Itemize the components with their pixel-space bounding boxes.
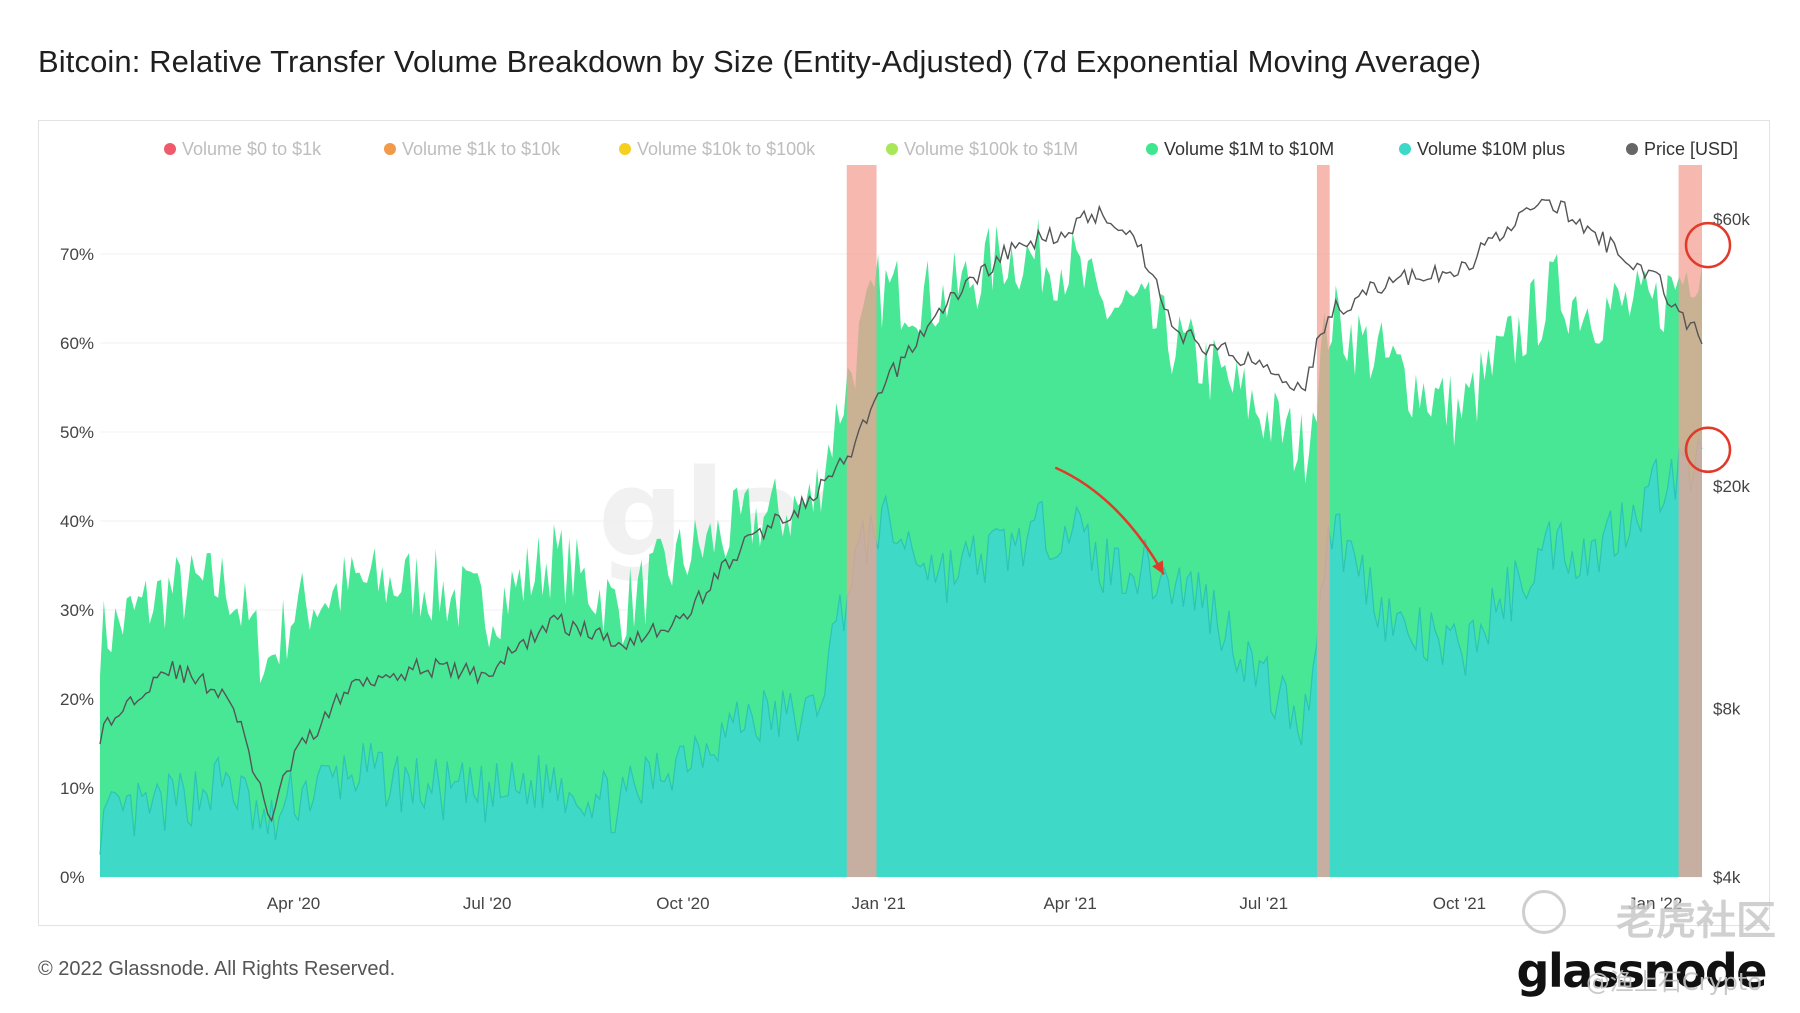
legend-item: Price [USD] xyxy=(1626,139,1738,159)
legend-swatch-icon xyxy=(1146,143,1158,155)
legend-label: Volume $1k to $10k xyxy=(402,139,561,159)
x-tick-label: Jan '21 xyxy=(852,894,906,913)
legend-swatch-icon xyxy=(619,143,631,155)
highlight-band xyxy=(1316,165,1330,877)
legend-label: Volume $0 to $1k xyxy=(182,139,322,159)
line-volume-10m-plus xyxy=(99,438,1703,855)
y-tick-label: 40% xyxy=(60,512,94,531)
annotation-circle xyxy=(1684,221,1732,269)
highlight-band xyxy=(846,165,877,877)
legend-label: Volume $1M to $10M xyxy=(1164,139,1334,159)
legend-swatch-icon xyxy=(384,143,396,155)
legend-label: Price [USD] xyxy=(1644,139,1738,159)
annotation-arrow xyxy=(1054,466,1165,576)
y-tick-label: 10% xyxy=(60,779,94,798)
copyright-footer: © 2022 Glassnode. All Rights Reserved. xyxy=(38,958,396,980)
legend-item: Volume $0 to $1k xyxy=(164,139,322,159)
x-tick-label: Jul '21 xyxy=(1239,894,1288,913)
y-tick-label: 50% xyxy=(60,423,94,442)
annotation-arrowhead xyxy=(1152,560,1164,575)
x-tick-label: Jul '20 xyxy=(463,894,512,913)
watermark-handle: @渔上石Crypto xyxy=(1585,968,1762,996)
chart-frame xyxy=(38,120,1770,926)
legend-swatch-icon xyxy=(164,143,176,155)
watermark-overlay: 老虎社区 xyxy=(1616,898,1776,944)
legend-item: Volume $10M plus xyxy=(1399,139,1565,159)
highlight-band xyxy=(1678,165,1702,877)
y-tick-label: 60% xyxy=(60,334,94,353)
y-tick-label: 0% xyxy=(60,868,85,887)
legend-swatch-icon xyxy=(886,143,898,155)
watermark-circle-icon xyxy=(1522,890,1566,934)
y-tick-label: 70% xyxy=(60,245,94,264)
legend-item: Volume $1M to $10M xyxy=(1146,139,1334,159)
legend-item: Volume $10k to $100k xyxy=(619,139,816,159)
legend-label: Volume $10M plus xyxy=(1417,139,1565,159)
legend-swatch-icon xyxy=(1626,143,1638,155)
legend-swatch-icon xyxy=(1399,143,1411,155)
price-tick-label: $20k xyxy=(1713,477,1750,496)
glassnode-logo: glassnode xyxy=(1516,944,1768,998)
x-tick-label: Oct '20 xyxy=(656,894,709,913)
price-tick-label: $8k xyxy=(1713,700,1741,719)
price-tick-label: $4k xyxy=(1713,868,1741,887)
area-volume-10m-plus xyxy=(100,438,1702,877)
line-price-usd xyxy=(99,198,1703,823)
x-tick-label: Oct '21 xyxy=(1433,894,1486,913)
y-tick-label: 20% xyxy=(60,690,94,709)
x-tick-label: Apr '20 xyxy=(267,894,320,913)
annotation-circle xyxy=(1684,426,1732,474)
legend-label: Volume $10k to $100k xyxy=(637,139,816,159)
chart-title: Bitcoin: Relative Transfer Volume Breakd… xyxy=(38,44,1482,79)
x-tick-label: Jan '22 xyxy=(1628,894,1682,913)
legend-item: Volume $100k to $1M xyxy=(886,139,1078,159)
legend-label: Volume $100k to $1M xyxy=(904,139,1078,159)
legend-item: Volume $1k to $10k xyxy=(384,139,561,159)
y-tick-label: 30% xyxy=(60,601,94,620)
x-tick-label: Apr '21 xyxy=(1043,894,1096,913)
price-tick-label: $60k xyxy=(1713,210,1750,229)
